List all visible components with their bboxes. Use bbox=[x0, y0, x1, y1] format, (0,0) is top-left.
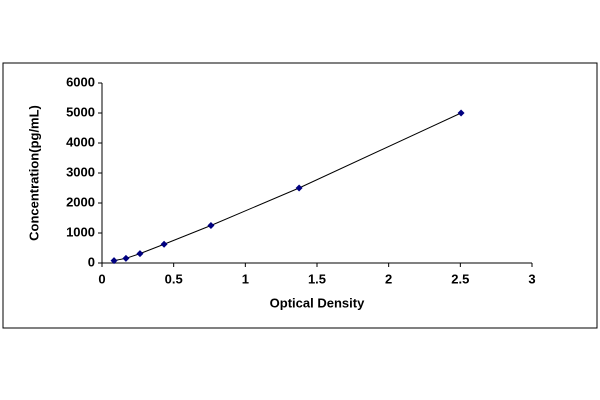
data-point bbox=[160, 240, 168, 248]
data-point bbox=[110, 257, 118, 265]
x-tick-label: 2 bbox=[385, 271, 392, 286]
x-tick-label: 0 bbox=[98, 271, 105, 286]
x-tick-label: 1.5 bbox=[308, 271, 326, 286]
y-tick-label: 0 bbox=[88, 254, 95, 269]
y-axis-label: Concentration(pg/mL) bbox=[26, 105, 41, 241]
x-tick-label: 2.5 bbox=[451, 271, 469, 286]
y-tick-label: 5000 bbox=[66, 104, 95, 119]
y-tick-label: 1000 bbox=[66, 224, 95, 239]
data-point bbox=[136, 250, 144, 258]
x-tick-label: 1 bbox=[242, 271, 249, 286]
y-tick-label: 2000 bbox=[66, 194, 95, 209]
y-tick-label: 3000 bbox=[66, 164, 95, 179]
data-point bbox=[207, 222, 215, 229]
x-tick-label: 3 bbox=[528, 271, 535, 286]
y-tick-label: 4000 bbox=[66, 134, 95, 149]
chart-frame bbox=[2, 62, 598, 329]
x-tick-label: 0.5 bbox=[165, 271, 183, 286]
y-tick-label: 6000 bbox=[66, 74, 95, 89]
x-axis-label: Optical Density bbox=[270, 295, 365, 310]
data-point bbox=[122, 254, 130, 262]
data-point bbox=[457, 109, 465, 117]
fit-line bbox=[113, 112, 462, 262]
data-point bbox=[295, 184, 303, 192]
